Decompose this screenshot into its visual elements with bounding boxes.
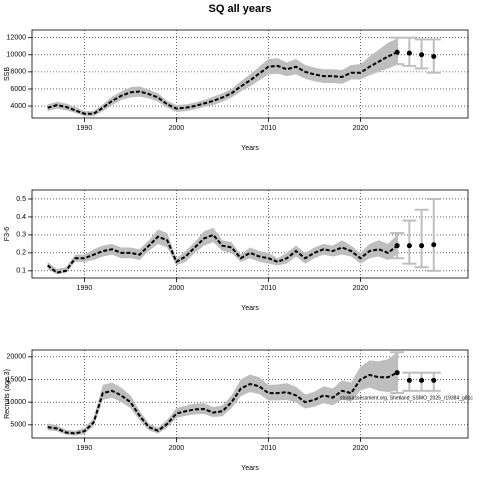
forecast-point (431, 377, 437, 383)
y-tick-label: 8000 (10, 69, 26, 76)
x-tick-label: 2000 (169, 125, 185, 132)
confidence-band (47, 352, 398, 436)
forecast-point (431, 53, 437, 59)
y-tick-label: 4000 (10, 103, 26, 110)
x-axis-label: Years (241, 305, 259, 312)
y-tick-label: 10000 (7, 399, 27, 406)
y-axis-label: F3-6 (4, 227, 11, 242)
x-tick-label: 1990 (77, 285, 93, 292)
y-tick-label: 15000 (7, 376, 27, 383)
forecast-point (419, 243, 425, 249)
y-tick-label: 20000 (7, 354, 27, 361)
plot-frame (31, 349, 469, 439)
annotation: stockassessment.org, Shetland_SSMO_2025_… (340, 395, 473, 401)
forecast-point (394, 370, 400, 376)
x-tick-label: 1990 (77, 125, 93, 132)
confidence-band (47, 227, 398, 275)
forecast-point (394, 49, 400, 55)
x-axis-label: Years (241, 145, 259, 152)
x-axis-label: Years (241, 465, 259, 472)
y-tick-label: 5000 (10, 422, 26, 429)
forecast-point (406, 377, 412, 383)
y-tick-label: 10000 (7, 52, 27, 59)
x-tick-label: 2020 (353, 285, 369, 292)
estimate-line (47, 51, 398, 115)
y-tick-label: 6000 (10, 86, 26, 93)
y-tick-label: 0.4 (16, 214, 26, 221)
y-tick-label: 0.1 (16, 268, 26, 275)
x-tick-label: 2020 (353, 445, 369, 452)
forecast-point (406, 50, 412, 56)
y-tick-label: 0.3 (16, 232, 26, 239)
x-tick-label: 2010 (261, 125, 277, 132)
plot-frame (31, 189, 469, 279)
estimate-line (47, 233, 398, 274)
plot-frame (31, 29, 469, 119)
forecast-point (419, 377, 425, 383)
x-tick-label: 2000 (169, 285, 185, 292)
y-tick-label: 0.2 (16, 250, 26, 257)
y-axis-label: Recruits (age 3) (4, 369, 11, 419)
x-tick-label: 2000 (169, 445, 185, 452)
forecast-point (394, 243, 400, 249)
y-tick-label: 12000 (7, 35, 27, 42)
x-tick-label: 1990 (77, 445, 93, 452)
y-axis-label: SSB (4, 67, 11, 81)
forecast-point (406, 243, 412, 249)
y-tick-label: 0.5 (16, 196, 26, 203)
x-tick-label: 2020 (353, 125, 369, 132)
confidence-band (47, 38, 398, 117)
x-tick-label: 2010 (261, 445, 277, 452)
x-tick-label: 2010 (261, 285, 277, 292)
forecast-point (431, 242, 437, 248)
estimate-line (47, 371, 398, 435)
forecast-point (419, 52, 425, 58)
chart-title: SQ all years (209, 3, 272, 15)
